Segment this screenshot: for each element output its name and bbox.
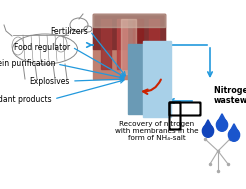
Bar bbox=[149, 19, 159, 69]
Ellipse shape bbox=[216, 119, 228, 131]
Polygon shape bbox=[216, 114, 228, 124]
Text: Recovery of nitrogen
with membranes in the
form of NH₄-salt: Recovery of nitrogen with membranes in t… bbox=[115, 121, 199, 141]
Text: Protein purification: Protein purification bbox=[0, 60, 55, 68]
Bar bbox=[93, 14, 165, 27]
Bar bbox=[93, 14, 165, 79]
Bar bbox=[143, 41, 171, 117]
Bar bbox=[101, 19, 111, 69]
Bar bbox=[93, 14, 165, 49]
Text: Explosives: Explosives bbox=[30, 77, 70, 85]
Bar bbox=[133, 19, 143, 69]
Bar bbox=[121, 19, 136, 74]
Bar bbox=[128, 44, 156, 114]
Bar bbox=[117, 19, 127, 69]
Polygon shape bbox=[202, 120, 214, 130]
Text: Fertilizers: Fertilizers bbox=[50, 26, 88, 36]
Ellipse shape bbox=[228, 129, 240, 141]
Text: Fire retardant products: Fire retardant products bbox=[0, 94, 52, 104]
Ellipse shape bbox=[202, 125, 214, 137]
Polygon shape bbox=[228, 124, 240, 134]
Text: Nitrogen rich
wastewater: Nitrogen rich wastewater bbox=[214, 86, 246, 105]
Text: Food regulator: Food regulator bbox=[14, 43, 70, 51]
